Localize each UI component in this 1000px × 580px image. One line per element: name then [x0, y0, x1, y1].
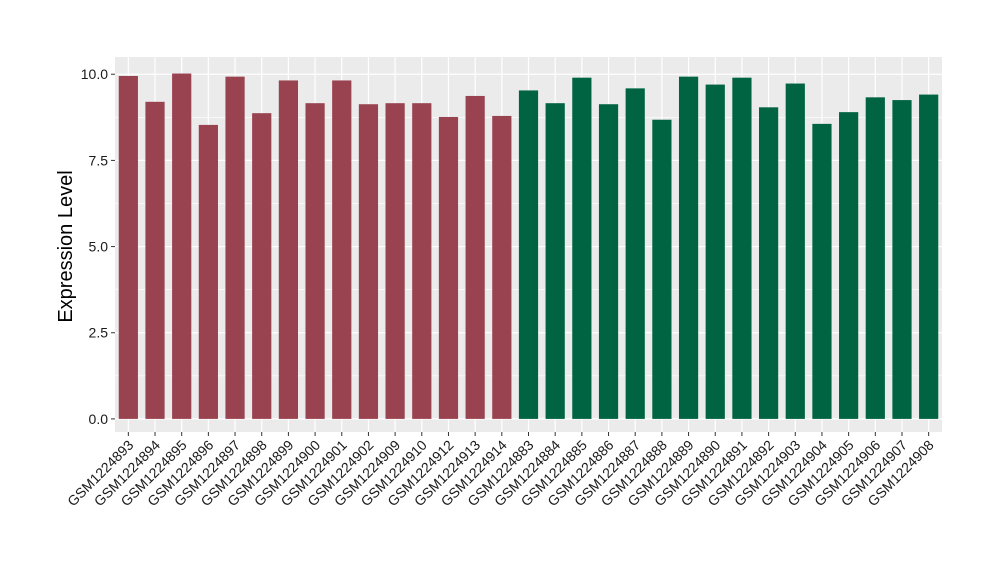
bar-GSM1224900 [305, 103, 325, 419]
bar-GSM1224914 [492, 115, 512, 419]
bar-GSM1224893 [118, 75, 138, 419]
bar-GSM1224897 [225, 76, 245, 419]
bar-GSM1224887 [625, 88, 645, 419]
bar-GSM1224891 [732, 77, 752, 419]
bar-GSM1224910 [412, 103, 432, 419]
bar-GSM1224909 [385, 103, 405, 419]
y-axis-title: Expression Level [55, 170, 77, 322]
bar-GSM1224907 [892, 100, 912, 419]
bar-GSM1224890 [705, 84, 725, 419]
bar-GSM1224906 [865, 97, 885, 419]
bar-GSM1224888 [652, 119, 672, 419]
bar-GSM1224886 [598, 104, 619, 419]
y-tick-label: 7.5 [89, 152, 109, 168]
bar-GSM1224898 [252, 113, 272, 419]
bar-GSM1224892 [758, 107, 779, 419]
y-tick-label: 5.0 [89, 239, 109, 255]
bar-GSM1224899 [278, 80, 299, 419]
y-tick-label: 10.0 [81, 66, 108, 82]
y-tick-label: 2.5 [89, 325, 109, 341]
y-axis: 0.0 2.5 5.0 7.5 10.0 [81, 66, 115, 427]
bar-GSM1224884 [545, 103, 565, 419]
bar-GSM1224908 [919, 94, 939, 419]
bar-GSM1224901 [332, 80, 352, 419]
bar-GSM1224904 [812, 123, 832, 419]
bar-GSM1224896 [198, 124, 218, 419]
bar-GSM1224913 [465, 95, 485, 419]
bar-GSM1224889 [678, 76, 699, 419]
bar-GSM1224903 [785, 83, 805, 419]
bar-GSM1224895 [172, 73, 192, 419]
x-axis: GSM1224893GSM1224894GSM1224895GSM1224896… [64, 432, 937, 509]
y-tick-label: 0.0 [89, 411, 109, 427]
bar-GSM1224902 [358, 104, 379, 419]
bar-GSM1224894 [145, 101, 165, 419]
bar-GSM1224912 [438, 116, 459, 419]
bar-GSM1224885 [572, 77, 592, 419]
bar-GSM1224883 [518, 90, 539, 419]
bar-GSM1224905 [839, 112, 859, 419]
bars [118, 73, 939, 419]
